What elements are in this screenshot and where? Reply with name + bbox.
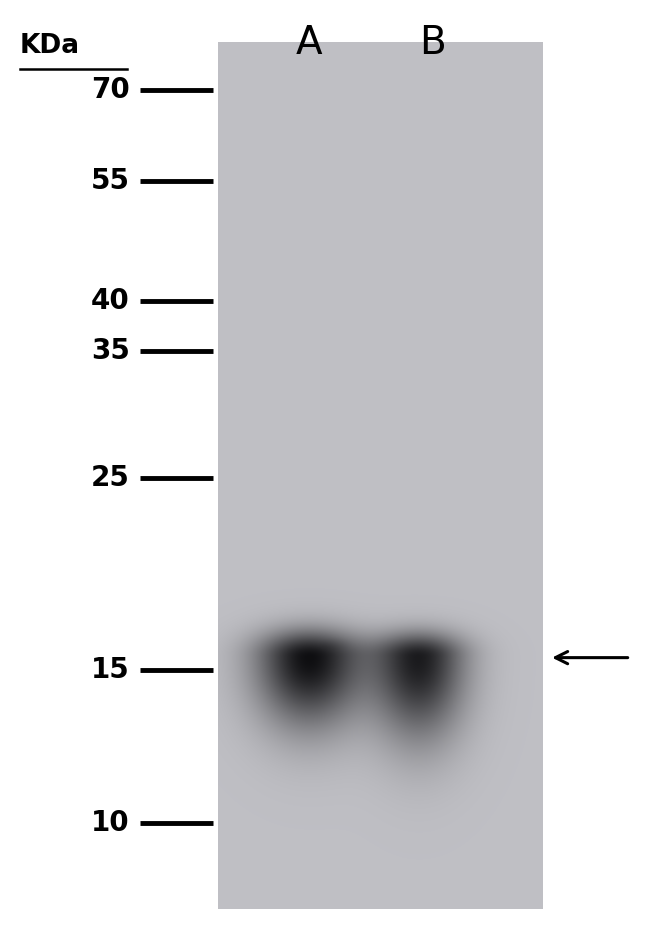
Text: 35: 35 — [91, 337, 130, 366]
Text: 10: 10 — [92, 808, 130, 837]
Text: 25: 25 — [91, 464, 130, 492]
Text: 70: 70 — [91, 76, 130, 105]
Text: KDa: KDa — [20, 33, 79, 59]
Bar — [218, 43, 543, 909]
Text: 40: 40 — [91, 287, 130, 315]
Text: A: A — [296, 24, 322, 62]
Text: 15: 15 — [91, 656, 130, 684]
Text: 55: 55 — [91, 168, 130, 195]
Text: B: B — [419, 24, 446, 62]
